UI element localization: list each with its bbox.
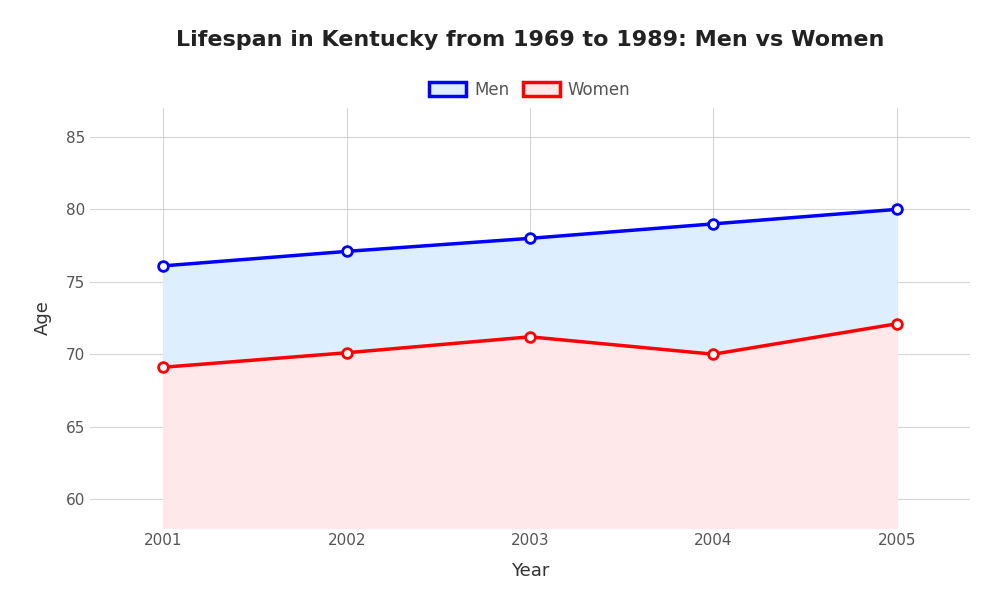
- X-axis label: Year: Year: [511, 562, 549, 580]
- Title: Lifespan in Kentucky from 1969 to 1989: Men vs Women: Lifespan in Kentucky from 1969 to 1989: …: [176, 29, 884, 49]
- Legend: Men, Women: Men, Women: [423, 74, 637, 106]
- Y-axis label: Age: Age: [34, 301, 52, 335]
